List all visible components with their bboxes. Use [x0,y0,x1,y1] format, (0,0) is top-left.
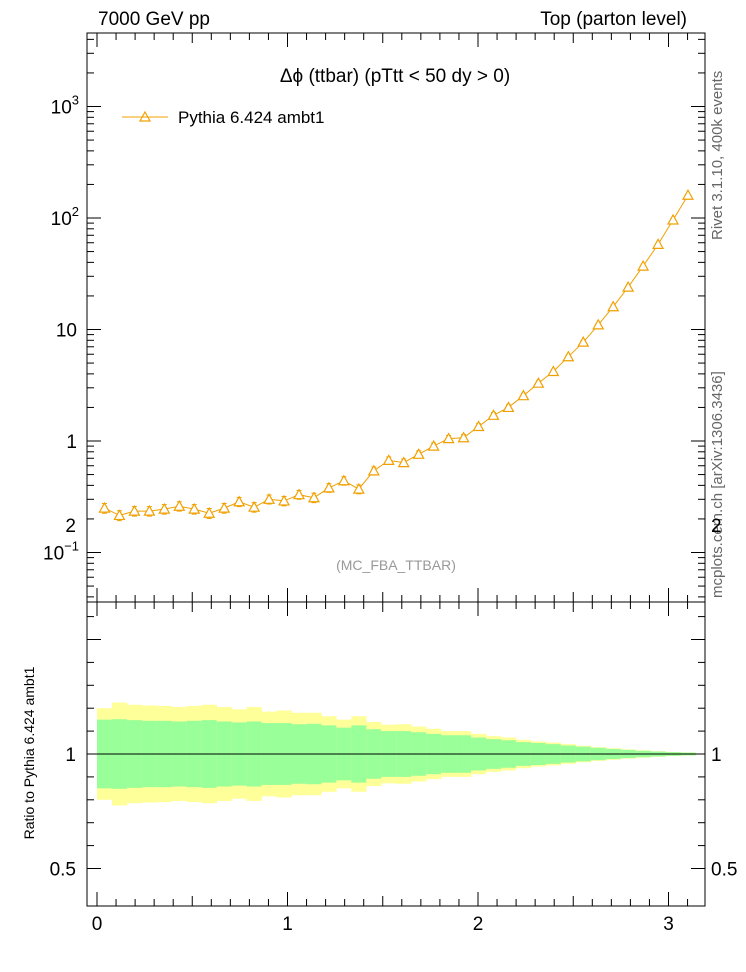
data-point [397,456,410,468]
data-point [577,335,590,347]
data-point [502,401,515,413]
x-tick-label: 1 [282,914,293,935]
data-point [337,474,350,486]
ratio-y-tick-label-left: 1 [65,745,76,766]
x-axis-ticks: 0 1 2 3 [92,33,689,935]
ratio-axis-ticks: 0.5 0.5 1 1 2 2 [50,516,738,881]
data-point [173,499,186,511]
y-tick-label: 103 [51,93,79,119]
data-point [622,280,635,292]
data-point [143,504,156,516]
data-point [248,500,261,512]
ratio-ylabel: Ratio to Pythia 6.424 ambt1 [21,666,37,839]
upper-series [98,189,695,522]
y-tick-label-base: 10 [43,544,64,565]
data-point [277,494,291,506]
data-point [681,189,695,200]
data-point [607,300,620,312]
data-point [442,432,455,444]
data-point [292,488,306,500]
y-tick-label-exponent: 2 [72,204,79,219]
legend-entry: Pythia 6.424 ambt1 [178,108,324,127]
data-point [427,439,440,451]
ratio-plot-frame [86,601,706,907]
data-point [652,238,665,249]
data-point [547,365,560,377]
legend: Pythia 6.424 ambt1 [122,108,324,127]
header-left: 7000 GeV pp [98,9,210,30]
data-point [562,350,575,362]
ratio-y-tick-label-right: 1 [711,745,722,766]
y-tick-label-base: 10 [56,321,77,342]
data-point [382,454,395,465]
data-point [188,502,201,514]
x-tick-label: 0 [92,914,103,935]
x-tick-label: 3 [663,914,674,935]
ratio-y-tick-label-left: 2 [65,516,76,537]
data-point [352,482,365,494]
analysis-tag: (MC_FBA_TTBAR) [336,557,456,573]
data-point [592,318,605,330]
data-point [637,259,650,271]
y-tick-label: 1 [66,432,77,453]
legend-marker [138,110,152,122]
data-point [158,502,171,514]
data-point [487,409,500,420]
data-point [98,501,111,513]
side-label-rivet: Rivet 3.1.10, 400k events [709,71,726,240]
y-tick-label-base: 1 [66,432,77,453]
y-tick-label-base: 10 [51,209,72,230]
x-tick-label: 2 [473,914,484,935]
y-tick-label-exponent: 3 [72,93,79,108]
data-point [517,389,530,401]
y-tick-label: 10−1 [43,539,79,565]
y-tick-label-exponent: −1 [64,539,79,554]
data-point [367,464,380,476]
data-point [218,501,231,513]
ratio-y-tick-label-left: 0.5 [50,860,76,881]
y-tick-label: 10 [56,321,77,342]
y-tick-label: 102 [51,204,79,230]
side-label-mcplots: mcplots.cern.ch [arXiv:1306.3436] [709,371,726,598]
data-point [307,491,320,503]
data-point [472,420,485,432]
data-point [532,376,545,388]
data-point [128,504,141,516]
ratio-y-tick-label-right: 2 [711,516,722,537]
data-point [233,495,246,507]
series-line [104,194,689,516]
y-tick-label-base: 10 [51,98,72,119]
data-point [113,509,126,521]
data-point [203,506,216,518]
data-point [457,431,470,443]
header-right: Top (parton level) [540,9,687,30]
ratio-y-tick-label-right: 0.5 [711,860,737,881]
data-point [667,213,680,225]
data-point [263,493,276,504]
data-point [412,448,425,459]
chart-title: Δϕ (ttbar) (pTtt < 50 dy > 0) [280,66,510,87]
data-point [322,481,335,493]
